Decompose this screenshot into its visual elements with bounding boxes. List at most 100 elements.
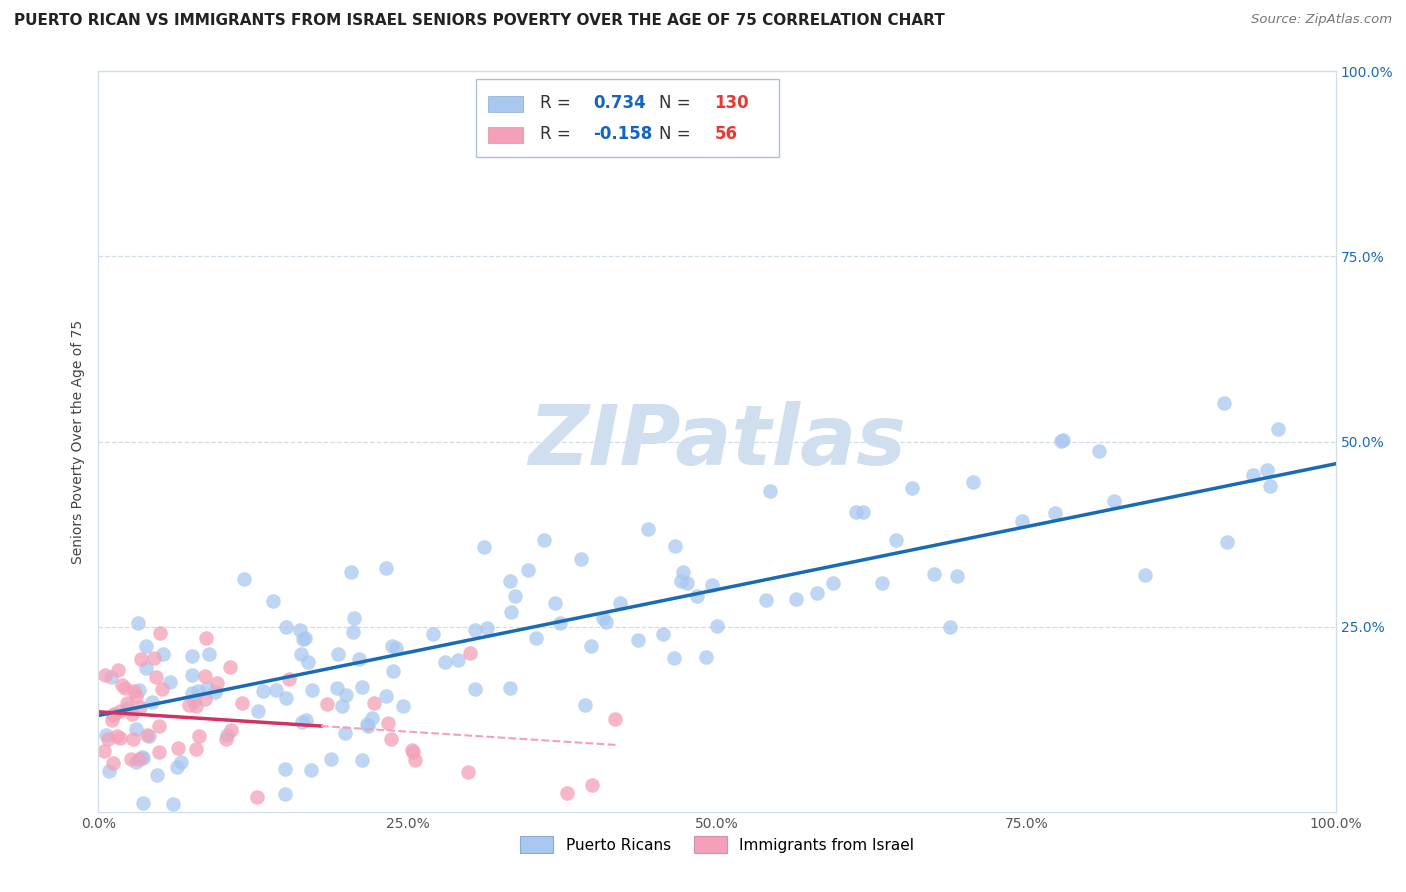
Point [219, 659, 242, 673]
Point [188, 729, 211, 743]
Point [274, 620, 297, 634]
Point [901, 481, 924, 495]
Point [129, 652, 152, 666]
Point [922, 567, 945, 582]
Point [335, 689, 357, 703]
Point [107, 663, 129, 677]
Point [1256, 463, 1278, 477]
Point [755, 593, 778, 607]
Point [1052, 434, 1074, 448]
Point [180, 648, 202, 663]
Point [555, 786, 578, 800]
Point [347, 652, 370, 666]
Point [131, 749, 153, 764]
Point [149, 625, 172, 640]
Point [845, 505, 868, 519]
Point [706, 618, 728, 632]
Point [115, 701, 138, 715]
Point [464, 623, 486, 637]
Point [516, 564, 538, 578]
Point [101, 713, 124, 727]
Point [152, 647, 174, 661]
Point [183, 694, 205, 708]
Point [472, 540, 495, 554]
Point [939, 620, 962, 634]
Point [148, 745, 170, 759]
Point [356, 717, 378, 731]
Legend: Puerto Ricans, Immigrants from Israel: Puerto Ricans, Immigrants from Israel [513, 830, 921, 860]
Point [274, 691, 297, 706]
Point [181, 667, 204, 681]
Point [94, 728, 117, 742]
Point [328, 647, 350, 661]
Point [806, 586, 828, 600]
Point [205, 676, 228, 690]
Point [146, 768, 169, 782]
Point [105, 729, 128, 743]
Point [128, 752, 150, 766]
Point [352, 753, 374, 767]
Point [342, 624, 364, 639]
Point [686, 589, 709, 603]
Point [122, 731, 145, 746]
Point [187, 683, 209, 698]
Point [162, 797, 184, 812]
Point [194, 668, 217, 682]
Point [141, 694, 163, 708]
Point [290, 648, 312, 662]
Point [291, 632, 314, 646]
Point [501, 605, 523, 619]
Point [166, 760, 188, 774]
Text: R =: R = [540, 95, 576, 112]
Point [1043, 506, 1066, 520]
Point [135, 639, 157, 653]
Point [404, 753, 426, 767]
Point [581, 778, 603, 792]
Point [184, 698, 207, 713]
Point [574, 698, 596, 712]
Point [94, 668, 117, 682]
Point [266, 683, 288, 698]
Point [391, 698, 413, 713]
Point [821, 575, 844, 590]
Point [294, 632, 316, 646]
Point [219, 723, 242, 738]
Point [609, 596, 631, 610]
Point [97, 764, 120, 779]
Point [669, 574, 692, 588]
Text: R =: R = [540, 125, 576, 144]
Point [138, 729, 160, 743]
Point [363, 696, 385, 710]
Point [124, 683, 146, 698]
Point [581, 639, 603, 653]
Point [114, 681, 136, 696]
FancyBboxPatch shape [475, 78, 779, 156]
Point [100, 670, 122, 684]
Point [569, 551, 592, 566]
Y-axis label: Seniors Poverty Over the Age of 75: Seniors Poverty Over the Age of 75 [72, 319, 86, 564]
Point [121, 706, 143, 721]
Point [179, 698, 201, 713]
Text: -0.158: -0.158 [593, 125, 652, 144]
Point [595, 615, 617, 629]
Point [295, 713, 318, 727]
Point [385, 640, 408, 655]
Point [120, 752, 142, 766]
Point [291, 715, 314, 730]
Point [274, 763, 297, 777]
Text: Source: ZipAtlas.com: Source: ZipAtlas.com [1251, 13, 1392, 27]
Point [145, 670, 167, 684]
Text: N =: N = [659, 95, 696, 112]
Point [457, 765, 479, 780]
Point [503, 589, 526, 603]
Point [401, 743, 423, 757]
Point [125, 755, 148, 769]
Text: ZIPatlas: ZIPatlas [529, 401, 905, 482]
Point [1011, 514, 1033, 528]
Point [101, 756, 124, 771]
Point [662, 651, 685, 665]
Point [652, 626, 675, 640]
Point [1267, 421, 1289, 435]
Point [301, 683, 323, 698]
Point [231, 696, 253, 710]
